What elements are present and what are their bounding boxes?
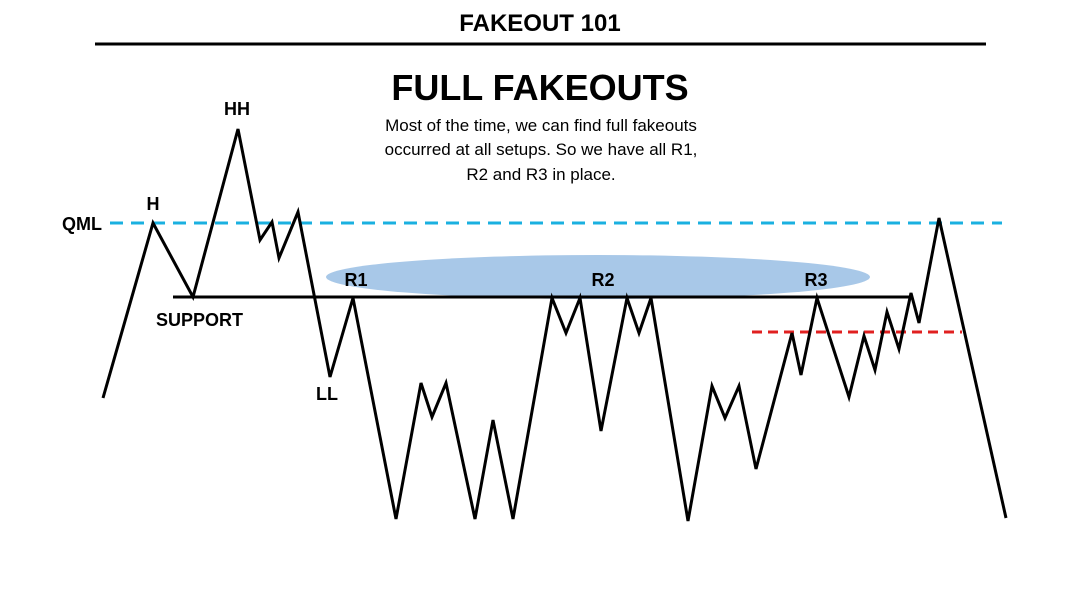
ll-label: LL [316, 384, 338, 404]
description-line-2: occurred at all setups. So we have all R… [385, 140, 698, 159]
hh-label: HH [224, 99, 250, 119]
description-line-1: Most of the time, we can find full fakeo… [385, 116, 697, 135]
r-zone-highlight-ellipse [326, 255, 870, 299]
qml-label: QML [62, 214, 102, 234]
r2-label: R2 [591, 270, 614, 290]
r3-label: R3 [804, 270, 827, 290]
h-label: H [147, 194, 160, 214]
section-title: FULL FAKEOUTS [391, 67, 688, 108]
r1-label: R1 [344, 270, 367, 290]
support-label: SUPPORT [156, 310, 243, 330]
price-zigzag-line [101, 128, 1008, 522]
page-title: FAKEOUT 101 [459, 10, 620, 37]
description-line-3: R2 and R3 in place. [466, 165, 615, 184]
